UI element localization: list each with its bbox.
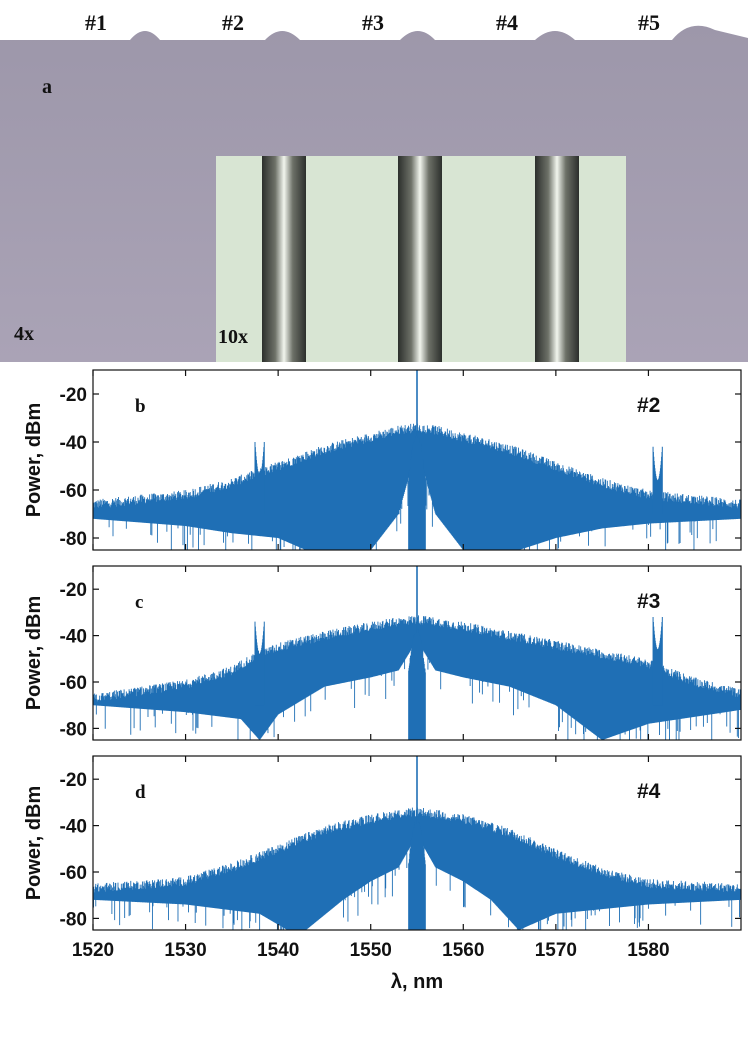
spectrum-fill-b — [93, 423, 741, 550]
spectrum-fill-d — [93, 807, 741, 930]
sample-label-5: #5 — [638, 10, 660, 35]
microscope-photo-svg: #1 #2 #3 #4 #5 a 4x 10x — [0, 0, 748, 362]
y-tick-label-c: -20 — [60, 580, 87, 601]
panel-letter-c: c — [135, 592, 143, 613]
spectrum-panel-c: -20 -40 -60 -80 Power, dBm c #3 — [0, 558, 748, 748]
spectrum-trace-b — [93, 370, 741, 550]
waveguide-2 — [262, 156, 306, 362]
spectrum-fill-c — [93, 615, 741, 740]
x-tick-label: 1540 — [257, 940, 299, 961]
y-tick-label-d: -60 — [60, 863, 87, 884]
y-tick-label-b: -20 — [60, 385, 87, 406]
y-axis-label-b: Power, dBm — [23, 403, 45, 517]
x-axis-label: λ, nm — [391, 971, 443, 993]
x-tick-label: 1520 — [72, 940, 114, 961]
x-tick-label: 1560 — [442, 940, 484, 961]
sample-label-2: #2 — [222, 10, 244, 35]
y-tick-label-b: -40 — [60, 433, 87, 454]
y-tick-label-c: -80 — [60, 719, 87, 740]
sample-label-3: #3 — [362, 10, 384, 35]
side-peak-b-1 — [652, 446, 663, 514]
spectrum-panel-d: -20 -40 -60 -80 1520 1530 1540 1550 1560 1570 1580… — [0, 748, 748, 1058]
spectrum-plot-c: -20 -40 -60 -80 Power, dBm c #3 — [23, 565, 742, 741]
y-tick-label-b: -80 — [60, 529, 87, 550]
magnification-inset: 10x — [218, 326, 248, 348]
sample-tag-b: #2 — [637, 394, 660, 417]
x-tick-label: 1530 — [164, 940, 206, 961]
y-tick-label-d: -20 — [60, 770, 87, 791]
x-tick-label: 1550 — [350, 940, 392, 961]
sample-label-1: #1 — [85, 10, 107, 35]
y-tick-label-c: -60 — [60, 673, 87, 694]
spectrum-plot-b: -20 -40 -60 -80 Power, dBm b #2 — [23, 369, 742, 551]
center-pedestal-c — [408, 629, 426, 740]
y-tick-label-b: -60 — [60, 481, 87, 502]
waveguide-4 — [535, 156, 579, 362]
magnification-outer: 4x — [14, 323, 34, 345]
y-axis-label-d: Power, dBm — [23, 786, 45, 900]
spectrum-trace-c — [93, 566, 741, 740]
sample-tag-d: #4 — [637, 780, 661, 803]
x-tick-label: 1580 — [627, 940, 669, 961]
plot-frame-d — [92, 755, 742, 931]
plot-frame-b — [92, 369, 742, 551]
center-pedestal-d — [408, 820, 426, 930]
panel-letter-b: b — [135, 396, 146, 417]
sample-tag-c: #3 — [637, 590, 660, 613]
spectrum-trace-d — [93, 756, 741, 930]
microscope-photo: #1 #2 #3 #4 #5 a 4x 10x — [0, 0, 748, 362]
panel-letter-d: d — [135, 782, 146, 803]
side-peak-c-0 — [254, 621, 265, 706]
spectrum-panel-b: -20 -40 -60 -80 Power, dBm b #2 — [0, 362, 748, 558]
panel-letter-a: a — [42, 76, 52, 98]
center-pedestal-b — [408, 435, 426, 550]
spectrum-plot-d: -20 -40 -60 -80 1520 1530 1540 1550 1560 1570 1580… — [23, 755, 742, 993]
plot-frame-c — [92, 565, 742, 741]
waveguide-3 — [398, 156, 442, 362]
y-tick-label-d: -80 — [60, 909, 87, 930]
side-peak-c-1 — [652, 617, 663, 706]
x-tick-label: 1570 — [535, 940, 577, 961]
y-axis-label-c: Power, dBm — [23, 596, 45, 710]
side-peak-b-0 — [254, 442, 265, 514]
sample-label-4: #4 — [496, 10, 518, 35]
y-tick-label-c: -40 — [60, 627, 87, 648]
y-tick-label-d: -40 — [60, 817, 87, 838]
